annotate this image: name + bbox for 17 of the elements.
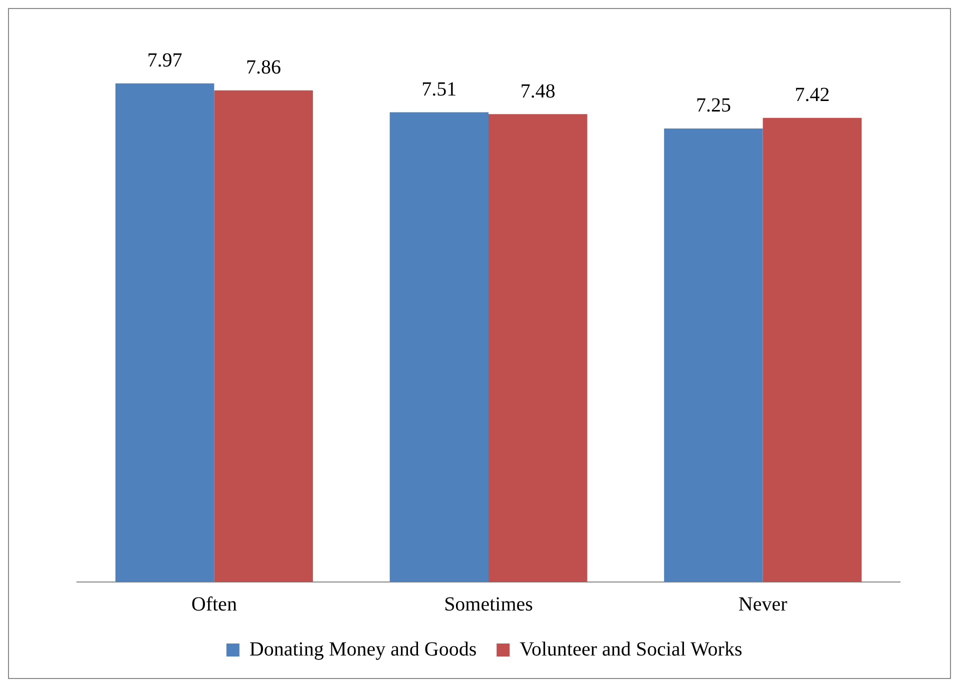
bar: [214, 90, 313, 582]
bar: [488, 114, 588, 582]
bar: [664, 128, 763, 582]
legend-label: Donating Money and Goods: [249, 638, 477, 660]
data-label: 7.25: [696, 94, 731, 117]
data-label: 7.51: [422, 78, 457, 100]
bar: [390, 112, 488, 582]
legend-label: Volunteer and Social Works: [520, 638, 742, 660]
data-label: 7.42: [794, 84, 830, 106]
data-label: 7.48: [520, 80, 556, 102]
x-tick-label: Sometimes: [444, 593, 534, 616]
bar: [762, 118, 862, 582]
x-tick-label: Often: [191, 593, 237, 616]
data-label: 7.86: [246, 56, 282, 79]
bar: [115, 83, 214, 582]
x-tick-label: Never: [738, 593, 788, 616]
data-label: 7.97: [147, 50, 182, 72]
